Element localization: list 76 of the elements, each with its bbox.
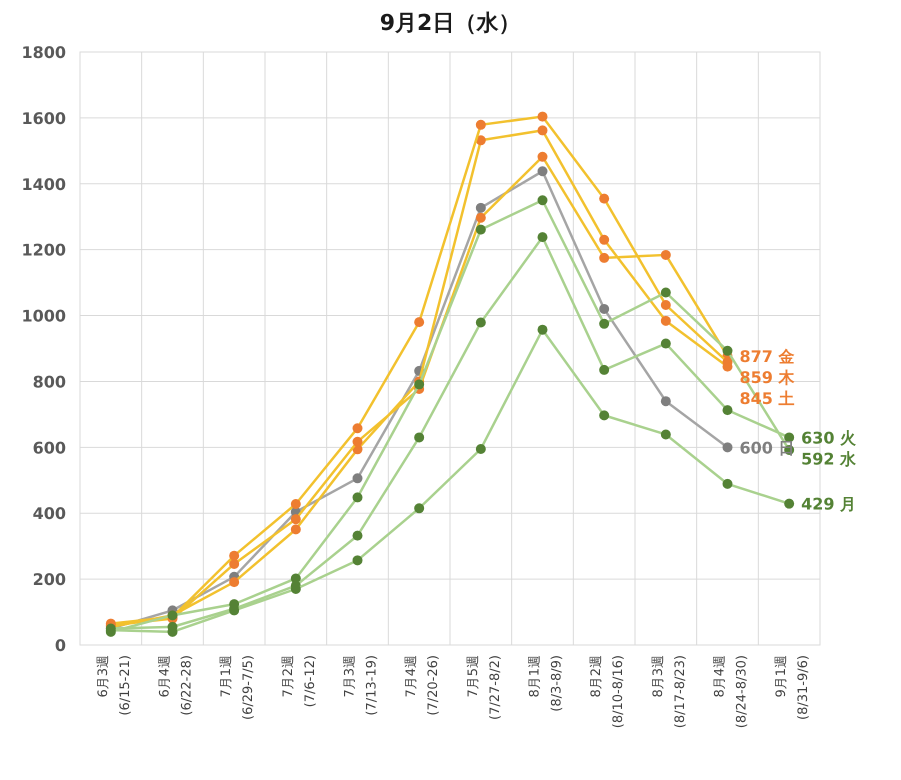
point (352, 492, 362, 502)
point (722, 405, 732, 416)
y-tick-label: 0 (54, 636, 66, 655)
point (476, 212, 486, 223)
point (414, 432, 424, 442)
x-tick-label: 6月4週 (6/22-28) (158, 655, 194, 716)
y-tick-label: 1000 (21, 306, 66, 326)
point (722, 478, 732, 489)
point (660, 250, 671, 260)
y-tick-label: 800 (32, 372, 66, 392)
x-tick-label: 7月4週 (7/20-26) (404, 655, 442, 716)
point (660, 316, 671, 326)
x-tick-label: 7月5週 (7/27-8/2) (466, 655, 503, 720)
point (538, 152, 548, 162)
y-tick-label: 600 (32, 438, 66, 458)
point (352, 423, 362, 434)
y-tick-label: 1200 (21, 240, 66, 260)
point (599, 252, 610, 263)
point (476, 317, 486, 328)
y-tick-label: 1400 (21, 174, 66, 194)
point (352, 436, 362, 447)
point (538, 112, 548, 122)
point (414, 503, 424, 514)
point (599, 410, 610, 420)
point (290, 514, 301, 524)
data-label: 630 火 (801, 428, 858, 448)
point (538, 232, 548, 242)
point (599, 194, 610, 204)
data-label: 877 金 (740, 347, 794, 366)
point (352, 530, 362, 541)
x-tick-label: 7月2週 (7/6-12) (280, 655, 318, 708)
point (722, 442, 732, 452)
point (599, 304, 610, 314)
point (229, 550, 240, 561)
point (660, 287, 671, 298)
x-tick-label: 7月3週 (7/13-19) (342, 655, 380, 716)
point (784, 498, 794, 509)
x-tick-label: 8月1週 (8/3-8/9) (528, 655, 564, 712)
point (229, 577, 240, 588)
point (476, 202, 486, 213)
x-tick-label: 6月3週 (6/15-21) (96, 655, 133, 716)
point (352, 473, 362, 484)
data-label: 429 月 (801, 494, 856, 514)
point (538, 166, 548, 176)
point (660, 300, 671, 310)
data-label: 845 土 (740, 389, 794, 408)
point (476, 224, 486, 235)
data-label: 859 木 (740, 368, 796, 388)
point (352, 555, 362, 566)
x-tick-label: 8月2週 (8/10-8/16) (589, 655, 626, 728)
point (660, 338, 671, 349)
point (414, 379, 424, 390)
point (599, 364, 610, 375)
point (476, 444, 486, 454)
point (538, 324, 548, 335)
point (290, 524, 301, 534)
x-tick-label: 9月1週 (8/31-9/6) (774, 655, 812, 720)
point (599, 318, 610, 329)
point (599, 234, 610, 245)
y-tick-label: 1600 (21, 108, 66, 128)
point (538, 195, 548, 206)
chart-title: 9月2日（水） (380, 11, 520, 36)
point (290, 499, 301, 509)
data-label: 592 水 (801, 449, 858, 468)
y-tick-label: 400 (32, 504, 66, 524)
point (660, 429, 671, 440)
point (414, 317, 424, 328)
x-tick-label: 8月3週 (8/17-8/23) (650, 655, 688, 728)
y-tick-label: 200 (32, 570, 66, 590)
point (660, 396, 671, 406)
x-tick-label: 7月1週 (6/29-7/5) (219, 655, 256, 720)
point (476, 120, 486, 130)
x-tick-label: 8月4週 (8/24-8/30) (712, 655, 750, 728)
y-tick-label: 1800 (21, 43, 66, 62)
point (722, 346, 732, 356)
point (538, 125, 548, 136)
